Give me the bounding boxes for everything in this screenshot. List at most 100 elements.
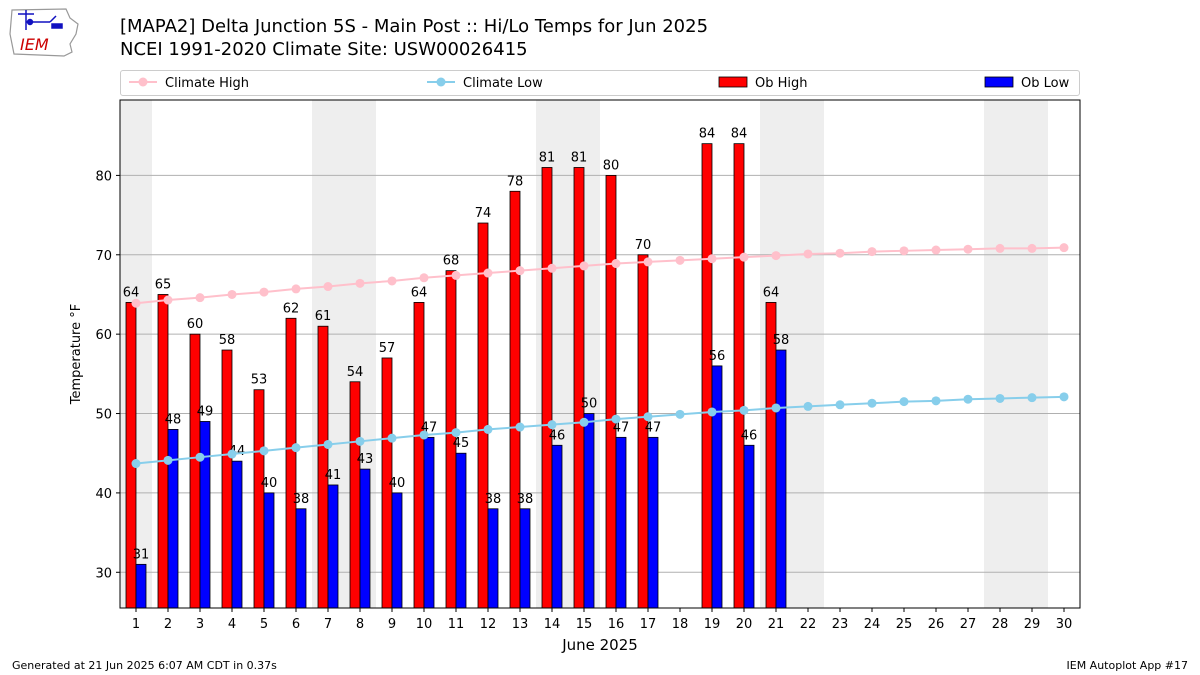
ob-high-bar-label: 64 xyxy=(123,285,140,300)
x-tick-label: 9 xyxy=(388,617,396,632)
ob-high-bar xyxy=(413,302,425,609)
ob-high-bar xyxy=(285,317,297,609)
climate-high-point xyxy=(451,270,461,280)
climate-high-point xyxy=(867,247,877,257)
ob-low-bar-label: 46 xyxy=(549,428,566,443)
x-tick-label: 17 xyxy=(640,617,657,632)
ob-high-bar-label: 60 xyxy=(187,317,204,332)
ob-low-bar-label: 40 xyxy=(261,476,278,491)
x-tick-label: 7 xyxy=(324,617,332,632)
climate-low-point xyxy=(579,417,589,427)
ob-low-bar-label: 58 xyxy=(773,333,790,348)
climate-high-point xyxy=(643,257,653,267)
ob-high-bar xyxy=(541,167,553,609)
ob-high-bar xyxy=(733,143,745,609)
ob-low-bar xyxy=(327,484,339,609)
climate-low-point xyxy=(1059,392,1069,402)
ob-low-bar-label: 45 xyxy=(453,436,470,451)
climate-high-point xyxy=(355,278,365,288)
climate-high-point xyxy=(899,246,909,256)
ob-high-bar-label: 80 xyxy=(603,158,620,173)
x-tick-label: 19 xyxy=(704,617,721,632)
ob-low-bar-label: 41 xyxy=(325,468,342,483)
ob-high-bar xyxy=(701,143,713,609)
climate-high-point xyxy=(419,273,429,283)
climate-high-point xyxy=(131,298,141,308)
climate-low-point xyxy=(739,405,749,415)
ob-low-bar xyxy=(359,468,371,609)
climate-low-point xyxy=(195,452,205,462)
y-axis-label: Temperature °F xyxy=(69,304,84,405)
climate-high-point xyxy=(579,261,589,271)
climate-high-point xyxy=(739,252,749,262)
chart-subtitle: NCEI 1991-2020 Climate Site: USW00026415 xyxy=(120,39,528,60)
climate-low-point xyxy=(323,439,333,449)
ob-high-bar-label: 65 xyxy=(155,277,172,292)
climate-low-point xyxy=(259,446,269,456)
ob-high-bar-label: 61 xyxy=(315,309,332,324)
x-tick-label: 14 xyxy=(544,617,561,632)
ob-low-bar xyxy=(423,436,435,609)
ob-low-bar-label: 47 xyxy=(645,420,662,435)
legend-climate-high-label: Climate High xyxy=(165,76,249,91)
climate-high-point xyxy=(611,259,621,269)
climate-high-line xyxy=(135,246,1065,305)
ob-high-bar-label: 58 xyxy=(219,333,236,348)
plot-frame xyxy=(119,99,1081,609)
ob-low-bar xyxy=(455,452,467,609)
ob-low-bar xyxy=(295,508,307,609)
climate-low-point xyxy=(387,433,397,443)
climate-high-point xyxy=(227,289,237,299)
ob-high-bar xyxy=(605,175,617,609)
ob-high-bar-label: 70 xyxy=(635,238,652,253)
climate-low-point xyxy=(931,396,941,406)
x-tick-label: 21 xyxy=(768,617,785,632)
y-tick-label: 80 xyxy=(95,169,112,184)
chart-title: [MAPA2] Delta Junction 5S - Main Post ::… xyxy=(120,16,709,37)
ob-high-bar-label: 62 xyxy=(283,301,300,316)
x-tick-label: 12 xyxy=(480,617,497,632)
x-tick-label: 6 xyxy=(292,617,300,632)
x-tick-label: 10 xyxy=(416,617,433,632)
ob-high-bar xyxy=(157,294,169,609)
iem-logo: IEM xyxy=(9,8,79,57)
climate-low-point xyxy=(419,430,429,440)
ob-low-bar xyxy=(231,460,243,609)
ob-high-bar-label: 78 xyxy=(507,174,524,189)
climate-low-point xyxy=(899,397,909,407)
climate-high-point xyxy=(1059,243,1069,253)
ob-high-bar-label: 64 xyxy=(763,285,780,300)
climate-high-point xyxy=(291,284,301,294)
ob-low-bar-label: 47 xyxy=(613,420,630,435)
climate-high-point xyxy=(675,255,685,265)
app-credit: IEM Autoplot App #17 xyxy=(1066,659,1189,672)
ob-high-bar-label: 84 xyxy=(731,127,748,142)
ob-low-bar xyxy=(743,444,755,609)
x-tick-label: 30 xyxy=(1056,617,1073,632)
x-tick-label: 28 xyxy=(992,617,1009,632)
climate-high-point xyxy=(835,248,845,258)
x-tick-label: 11 xyxy=(448,617,465,632)
ob-low-bar-label: 48 xyxy=(165,412,182,427)
ob-high-bar-label: 57 xyxy=(379,341,396,356)
y-tick-label: 60 xyxy=(95,328,112,343)
x-tick-label: 22 xyxy=(800,617,817,632)
legend-climate-high-marker xyxy=(138,77,148,87)
climate-low-point xyxy=(803,401,813,411)
x-tick-label: 18 xyxy=(672,617,689,632)
climate-high-point xyxy=(387,276,397,286)
ob-high-bar-label: 53 xyxy=(251,373,268,388)
climate-high-point xyxy=(963,244,973,254)
ob-low-bar xyxy=(199,421,211,609)
y-tick-label: 70 xyxy=(95,249,112,264)
ob-low-bar xyxy=(487,508,499,609)
x-tick-label: 3 xyxy=(196,617,204,632)
ob-low-bar xyxy=(551,444,563,609)
ob-high-bar xyxy=(349,381,361,609)
ob-low-bar xyxy=(135,563,147,609)
x-tick-label: 23 xyxy=(832,617,849,632)
ob-low-bar-label: 56 xyxy=(709,349,726,364)
weather-station-icon xyxy=(18,10,63,30)
x-tick-label: 1 xyxy=(132,617,140,632)
